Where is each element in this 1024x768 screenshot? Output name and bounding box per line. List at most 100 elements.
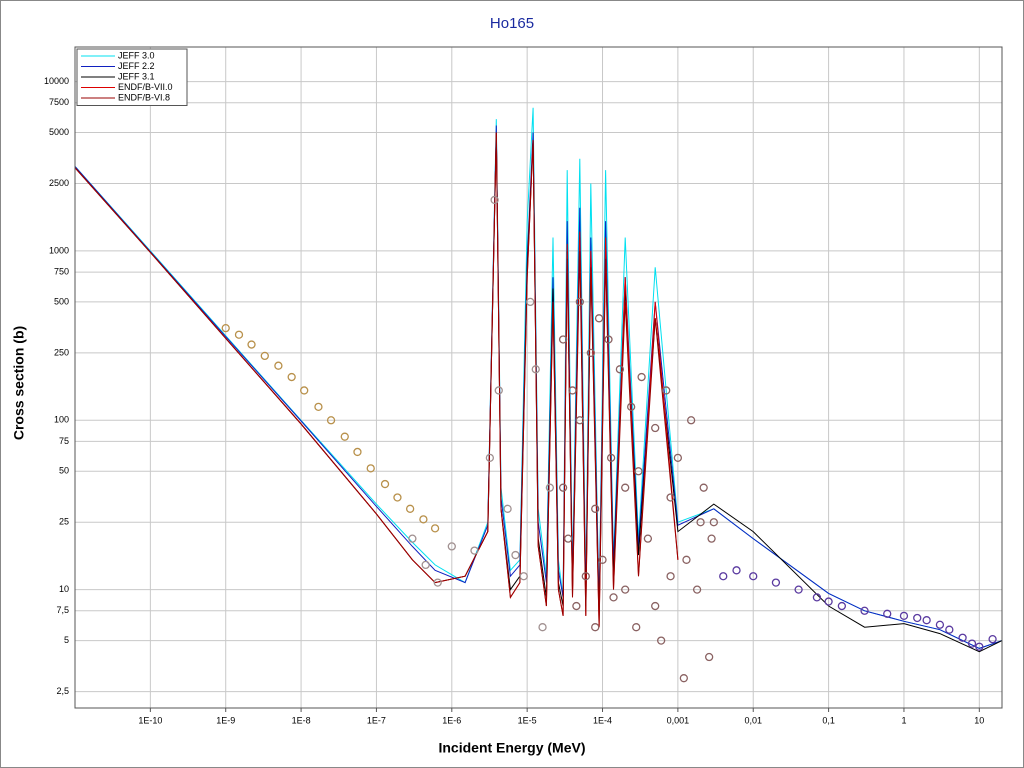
data-point [591,623,600,632]
data-point [575,416,584,425]
data-point [627,402,636,412]
x-tick-label: 1 [901,715,906,725]
data-point [433,578,442,587]
data-point [503,504,512,513]
data-point [883,609,892,618]
data-point [568,386,577,395]
data-point [662,386,671,395]
data-point [637,372,646,382]
plot-area [75,107,1002,683]
data-point [860,606,869,615]
legend-label: ENDF/B-VI.8 [118,92,170,102]
x-tick-label: 1E-9 [216,715,235,725]
data-point [634,467,643,476]
x-tick-label: 1E-10 [138,715,162,725]
data-point [494,386,503,395]
data-point [598,555,607,564]
data-point [485,453,495,462]
data-point [447,542,456,551]
x-tick-label: 0,1 [822,715,835,725]
data-point [405,504,415,513]
data-point [679,674,688,683]
data-point [794,585,803,594]
data-point [421,560,430,570]
data-point [247,340,256,349]
data-point [609,593,618,602]
y-tick-label: 750 [54,266,69,276]
data-point [393,493,402,502]
data-point [651,601,660,611]
data-point [651,423,660,433]
data-point [699,483,708,492]
series-line [75,132,679,628]
x-tick-label: 1E-5 [518,715,537,725]
data-point [824,597,833,606]
data-point [287,372,296,382]
y-tick-label: 75 [59,436,69,446]
data-point [771,578,781,587]
data-point [511,550,520,560]
data-point [686,416,696,425]
data-point [572,601,581,611]
data-point [380,479,390,489]
data-point [632,623,641,632]
data-point [470,546,479,555]
data-point [719,572,728,581]
data-point [604,335,613,344]
data-point [581,572,590,581]
data-point [260,351,269,361]
data-point [621,483,630,492]
y-tick-label: 500 [54,296,69,306]
data-point [696,518,705,527]
data-point [935,620,945,629]
y-tick-label: 1000 [49,245,69,255]
data-point [837,601,847,611]
data-point [575,297,584,307]
data-point [709,518,718,527]
x-tick-label: 0,001 [667,715,690,725]
data-point [606,453,616,462]
data-point [666,493,675,502]
data-point [234,330,244,339]
data-point [673,453,683,462]
data-point [353,447,362,457]
data-point [314,402,323,412]
legend-label: JEFF 2.2 [118,61,155,71]
data-point [732,566,741,575]
data-point [666,572,675,581]
data-point [707,534,716,543]
x-tick-label: 1E-4 [593,715,612,725]
data-point [519,572,528,581]
x-tick-label: 0,01 [744,715,762,725]
data-point [958,633,967,642]
x-tick-label: 10 [974,715,984,725]
y-tick-label: 10000 [44,76,69,86]
data-point [526,297,535,307]
legend-label: JEFF 3.1 [118,71,155,81]
data-point [682,555,691,564]
data-point [564,534,573,543]
data-point [704,652,714,662]
data-point [749,572,758,581]
y-tick-label: 7,5 [56,605,69,615]
data-point [558,335,568,344]
data-point [945,625,954,634]
chart-title: Ho165 [490,15,534,32]
y-tick-label: 5000 [49,127,69,137]
y-tick-label: 2500 [49,178,69,188]
data-point [366,464,375,473]
data-point [586,348,595,358]
data-point [340,432,349,441]
y-tick-label: 5 [64,635,69,645]
data-point [975,642,984,651]
data-point [692,585,702,594]
data-point [967,639,977,648]
data-point [643,534,653,543]
y-tick-label: 50 [59,466,69,476]
data-point [922,616,931,625]
legend-label: JEFF 3.0 [118,50,155,60]
data-point [274,361,283,370]
